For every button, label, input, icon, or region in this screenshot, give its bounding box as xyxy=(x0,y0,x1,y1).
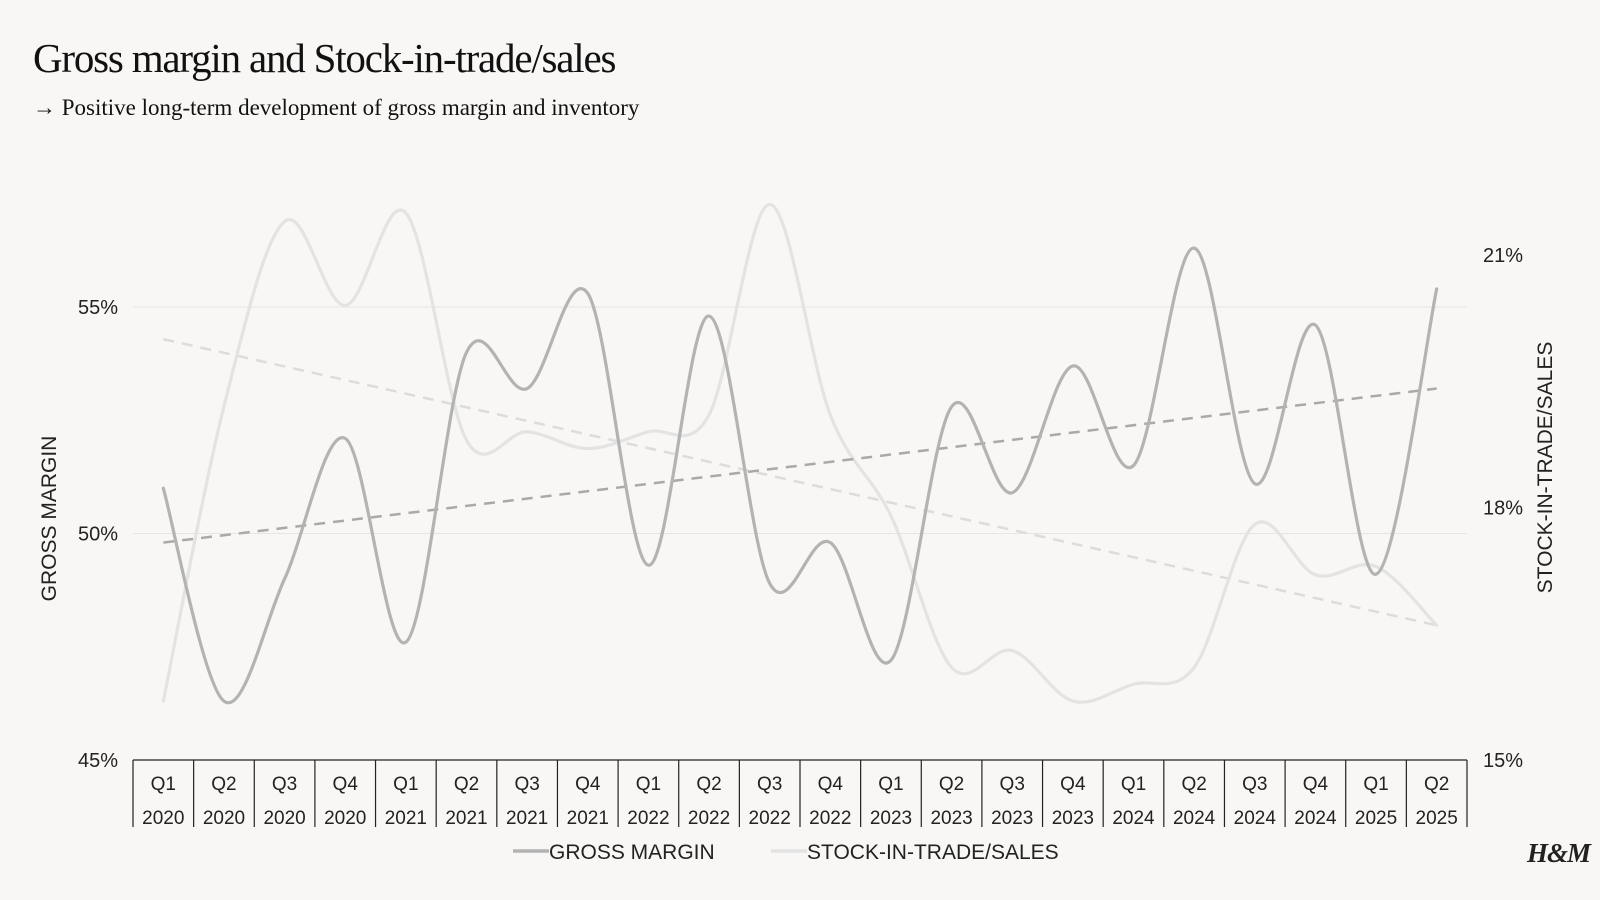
x-tick-label-quarter: Q1 xyxy=(1121,774,1146,795)
y-right-tick-label: 15% xyxy=(1483,750,1523,772)
x-tick-label-quarter: Q3 xyxy=(1000,774,1025,795)
page-title: Gross margin and Stock-in-trade/sales xyxy=(33,35,616,81)
x-tick-label-year: 2022 xyxy=(809,808,851,829)
chart-lines xyxy=(161,202,1439,705)
y-left-axis-title: GROSS MARGIN xyxy=(38,436,61,602)
y-right-tick-label: 18% xyxy=(1483,498,1523,520)
x-tick-label-quarter: Q2 xyxy=(696,774,721,795)
x-tick-label-year: 2023 xyxy=(1052,808,1094,829)
x-tick-label-year: 2022 xyxy=(627,808,669,829)
x-tick-label-quarter: Q1 xyxy=(878,774,903,795)
legend-label: GROSS MARGIN xyxy=(549,841,715,864)
x-tick-label-year: 2020 xyxy=(142,808,184,829)
x-tick-label-quarter: Q1 xyxy=(393,774,418,795)
x-tick-label-year: 2020 xyxy=(203,808,245,829)
x-tick-label-year: 2024 xyxy=(1173,808,1216,829)
x-tick-label-quarter: Q3 xyxy=(757,774,782,795)
x-tick-label-quarter: Q2 xyxy=(1424,774,1449,795)
legend-label: STOCK-IN-TRADE/SALES xyxy=(807,841,1059,864)
x-tick-label-year: 2025 xyxy=(1416,808,1458,829)
x-tick-label-quarter: Q4 xyxy=(1303,774,1329,795)
chart-gridlines xyxy=(133,306,1467,534)
x-tick-label-quarter: Q1 xyxy=(636,774,661,795)
x-tick-label-quarter: Q2 xyxy=(454,774,479,795)
stock-in-trade-line xyxy=(161,202,1439,704)
x-tick-label-year: 2021 xyxy=(506,808,548,829)
x-tick-label-year: 2022 xyxy=(749,808,791,829)
x-tick-label-year: 2024 xyxy=(1294,808,1337,829)
x-tick-label-quarter: Q4 xyxy=(818,774,844,795)
hm-logo: H&M xyxy=(1527,838,1591,868)
x-tick-label-year: 2024 xyxy=(1234,808,1277,829)
x-tick-label-quarter: Q2 xyxy=(211,774,236,795)
x-tick-label-year: 2023 xyxy=(991,808,1033,829)
chart-legend: GROSS MARGIN STOCK-IN-TRADE/SALES xyxy=(513,841,1059,864)
x-tick-label-year: 2022 xyxy=(688,808,730,829)
x-tick-label-year: 2023 xyxy=(870,808,912,829)
y-right-tick-label: 21% xyxy=(1483,245,1523,267)
x-tick-label-year: 2021 xyxy=(385,808,427,829)
y-left-tick-label: 55% xyxy=(78,297,118,319)
x-tick-label-quarter: Q3 xyxy=(514,774,539,795)
y-left-tick-label: 45% xyxy=(78,750,118,772)
gross-margin-line xyxy=(161,246,1439,705)
x-tick-label-year: 2021 xyxy=(445,808,487,829)
page-subtitle: → Positive long-term development of gros… xyxy=(33,95,640,120)
x-tick-label-quarter: Q1 xyxy=(1363,774,1388,795)
x-tick-label-quarter: Q4 xyxy=(575,774,601,795)
x-tick-label-year: 2020 xyxy=(324,808,366,829)
x-tick-label-quarter: Q1 xyxy=(151,774,176,795)
stock-in-trade-trend-line xyxy=(163,337,1437,627)
x-tick-label-quarter: Q2 xyxy=(939,774,964,795)
y-left-tick-label: 50% xyxy=(78,524,118,546)
gross-margin-trend-line xyxy=(163,387,1437,544)
x-tick-label-quarter: Q2 xyxy=(1181,774,1206,795)
x-tick-label-year: 2020 xyxy=(263,808,305,829)
x-tick-label-quarter: Q4 xyxy=(333,774,359,795)
x-tick-label-year: 2025 xyxy=(1355,808,1397,829)
x-tick-label-year: 2024 xyxy=(1112,808,1155,829)
x-tick-label-quarter: Q3 xyxy=(1242,774,1267,795)
x-tick-label-year: 2021 xyxy=(567,808,609,829)
x-tick-label-quarter: Q3 xyxy=(272,774,297,795)
y-right-axis-title: STOCK-IN-TRADE/SALES xyxy=(1534,342,1557,594)
chart-axes: 45% 50% 55% 15% 18% 21% GROSS MARGIN STOCK-IN-T… xyxy=(38,245,1557,829)
x-tick-label-quarter: Q4 xyxy=(1060,774,1086,795)
x-tick-label-year: 2023 xyxy=(930,808,972,829)
